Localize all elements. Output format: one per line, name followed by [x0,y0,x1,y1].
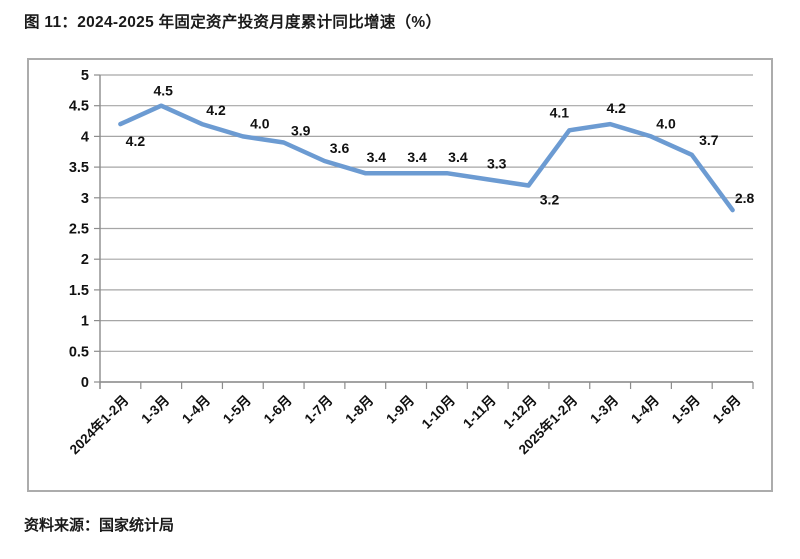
y-tick-label: 5 [81,68,89,84]
x-tick-label: 1-6月 [261,393,295,427]
data-label: 3.9 [291,123,311,139]
x-tick-label: 1-10月 [419,393,458,432]
data-label: 2.8 [735,190,755,206]
y-axis-labels: 0 0.5 1 1.5 2 2.5 3 3.5 4 4.5 5 [69,68,89,391]
chart-container: 0 0.5 1 1.5 2 2.5 3 3.5 4 4.5 5 2024年1-2月 1-3月 1-4月 1-… [27,58,773,492]
y-tick-label: 4.5 [69,99,89,115]
y-axis-ticks [94,74,100,383]
x-axis-labels: 2024年1-2月 1-3月 1-4月 1-5月 1-6月 1-7月 1-8月 1-9月 1-1… [66,392,744,457]
y-tick-label: 1.5 [69,283,89,299]
x-tick-label: 1-12月 [500,393,539,432]
x-axis-ticks [99,382,754,389]
data-label: 3.4 [448,149,468,165]
x-tick-label: 1-4月 [179,393,213,427]
figure-title: 图 11：2024-2025 年固定资产投资月度累计同比增速（%） [24,14,442,31]
y-tick-label: 2 [81,252,89,268]
source-note: 资料来源：国家统计局 [24,517,175,534]
x-tick-label: 1-7月 [302,393,336,427]
data-labels: 4.2 4.5 4.2 4.0 3.9 3.6 3.4 3.4 3.4 3.3 3.2 4.1 4.2 4… [126,83,755,208]
data-label: 4.0 [656,115,676,131]
y-tick-label: 4 [81,129,89,145]
x-tick-label: 1-11月 [460,393,499,432]
data-label: 4.2 [206,102,226,118]
data-label: 4.5 [153,83,173,99]
x-tick-label: 2024年1-2月 [66,392,131,457]
x-tick-label: 1-3月 [138,393,172,427]
gridlines [100,74,753,383]
data-label: 3.3 [487,155,507,171]
data-label: 3.7 [699,132,719,148]
data-label: 3.4 [367,149,387,165]
data-label: 4.0 [250,115,270,131]
data-label: 3.2 [540,192,560,208]
data-label: 4.1 [550,104,570,120]
x-tick-label: 1-5月 [669,393,703,427]
x-tick-label: 1-4月 [628,393,662,427]
y-tick-label: 2.5 [69,222,89,238]
series-line [118,103,735,213]
y-tick-label: 0 [81,375,89,391]
x-tick-label: 1-8月 [342,393,376,427]
y-tick-label: 1 [81,314,89,330]
y-tick-label: 3.5 [69,160,89,176]
x-tick-label: 1-3月 [587,393,621,427]
x-tick-label: 1-6月 [710,393,744,427]
data-label: 4.2 [606,100,626,116]
data-label: 3.4 [407,149,427,165]
data-label: 3.6 [330,140,350,156]
x-tick-label: 1-9月 [383,393,417,427]
data-label: 4.2 [126,133,146,149]
y-tick-label: 3 [81,191,89,207]
x-tick-label: 1-5月 [220,393,254,427]
y-tick-label: 0.5 [69,344,89,360]
